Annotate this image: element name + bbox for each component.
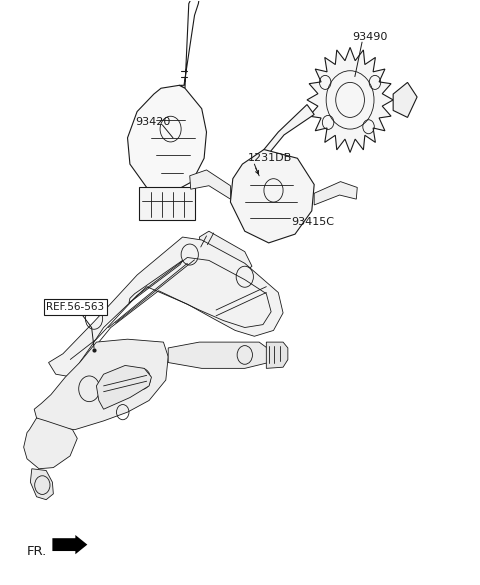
Polygon shape (190, 170, 230, 199)
Text: 93420: 93420 (136, 116, 171, 126)
Polygon shape (30, 469, 53, 500)
FancyArrow shape (52, 535, 87, 554)
Text: REF.56-563: REF.56-563 (46, 302, 104, 312)
Text: 1231DB: 1231DB (248, 153, 292, 163)
Polygon shape (266, 342, 288, 369)
Polygon shape (24, 418, 77, 469)
Polygon shape (314, 181, 357, 205)
Text: 93490: 93490 (352, 32, 388, 42)
Text: FR.: FR. (27, 545, 47, 558)
Polygon shape (168, 342, 271, 369)
Polygon shape (128, 85, 206, 193)
Polygon shape (230, 150, 314, 243)
Polygon shape (307, 47, 393, 153)
Polygon shape (393, 82, 417, 118)
Polygon shape (262, 105, 314, 164)
Polygon shape (96, 366, 152, 410)
Polygon shape (140, 187, 194, 219)
Polygon shape (34, 339, 168, 429)
Polygon shape (199, 231, 252, 272)
Text: 93415C: 93415C (292, 218, 335, 228)
Polygon shape (48, 237, 283, 377)
